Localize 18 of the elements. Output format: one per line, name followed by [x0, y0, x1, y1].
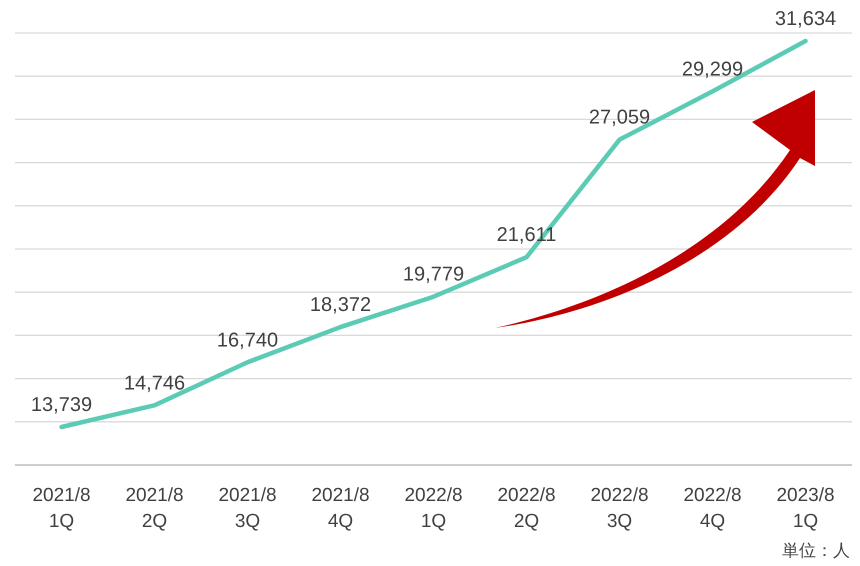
data-label: 13,739 — [30, 394, 92, 416]
x-tick-label: 2021/8 3Q — [218, 485, 277, 532]
x-tick-label: 2022/8 1Q — [404, 485, 463, 532]
data-label: 16,740 — [216, 329, 278, 352]
data-label: 14,746 — [124, 372, 186, 394]
data-label: 31,634 — [774, 8, 836, 30]
x-tick-label: 2021/8 1Q — [32, 485, 91, 532]
x-tick-label: 2021/8 2Q — [125, 485, 184, 532]
x-tick-label: 2023/8 1Q — [776, 485, 835, 532]
x-tick-label: 2021/8 4Q — [311, 485, 370, 532]
data-label: 29,299 — [682, 58, 744, 80]
x-tick-label: 2022/8 3Q — [590, 485, 649, 532]
data-label: 18,372 — [310, 294, 372, 316]
data-label: 19,779 — [402, 264, 464, 286]
data-label: 27,059 — [588, 106, 650, 129]
x-tick-label: 2022/8 2Q — [497, 485, 556, 532]
text: 単位：人 — [782, 541, 850, 560]
x-tick-label: 2022/8 4Q — [683, 485, 742, 532]
